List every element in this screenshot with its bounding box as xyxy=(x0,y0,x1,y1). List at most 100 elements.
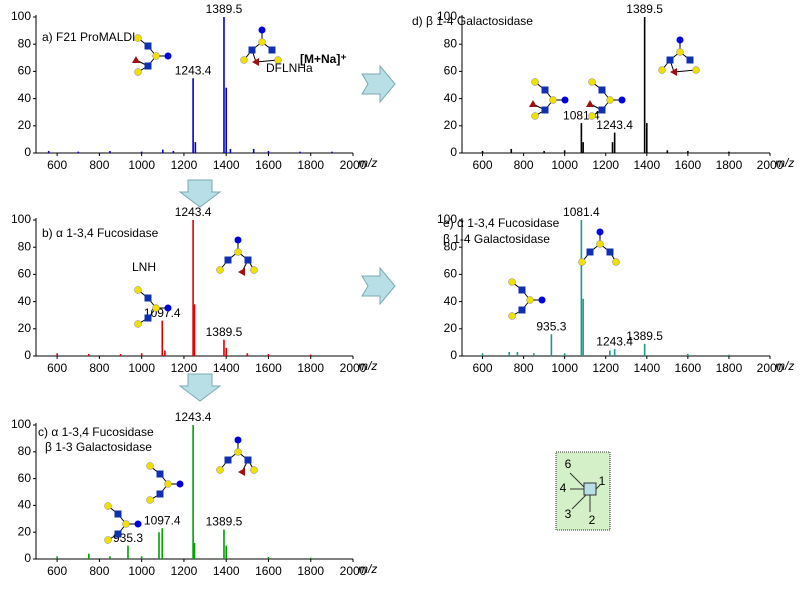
fucose xyxy=(529,100,537,107)
glucose xyxy=(676,36,684,44)
glycan-icon xyxy=(134,286,172,328)
y-tick-label: 100 xyxy=(437,9,457,23)
galactose xyxy=(134,286,142,294)
key-label: 1 xyxy=(599,474,606,488)
x-tick-label: 800 xyxy=(514,361,534,375)
x-axis-label: m/z xyxy=(775,359,794,373)
x-tick-label: 2000 xyxy=(340,158,367,172)
y-tick-label: 0 xyxy=(450,145,457,159)
galactose xyxy=(134,320,142,328)
glcnac xyxy=(606,248,614,256)
galactose xyxy=(588,78,596,86)
glcnac xyxy=(541,106,549,114)
annotation: [M+Na]⁺ xyxy=(300,52,347,66)
x-axis-label: m/z xyxy=(775,156,794,170)
y-tick-label: 20 xyxy=(444,321,458,335)
galactose xyxy=(240,56,248,64)
y-tick-label: 0 xyxy=(24,551,31,565)
x-tick-label: 600 xyxy=(47,158,67,172)
linkage-key xyxy=(555,451,611,531)
glcnac xyxy=(224,256,232,264)
glcnac xyxy=(144,62,152,70)
y-tick-label: 0 xyxy=(24,348,31,362)
x-tick-label: 1600 xyxy=(255,564,282,578)
down-arrow xyxy=(178,373,222,402)
y-tick-label: 100 xyxy=(11,212,31,226)
galactose xyxy=(508,278,516,286)
glycan-icon xyxy=(529,78,569,120)
fucose xyxy=(132,56,140,63)
glcnac xyxy=(114,510,122,518)
glcnac xyxy=(244,256,252,264)
y-tick-label: 60 xyxy=(18,267,32,281)
galactose xyxy=(258,38,266,46)
glcnac xyxy=(156,490,164,498)
glycan-icon xyxy=(216,436,258,476)
glcnac xyxy=(598,86,606,94)
y-tick-label: 80 xyxy=(18,36,32,50)
glcnac xyxy=(686,56,694,64)
x-tick-label: 1600 xyxy=(675,158,702,172)
y-tick-label: 100 xyxy=(11,9,31,23)
glcnac xyxy=(224,456,232,464)
galactose xyxy=(134,68,142,76)
x-tick-label: 600 xyxy=(473,158,493,172)
fucose xyxy=(252,58,259,66)
x-axis-label: m/z xyxy=(358,156,377,170)
y-tick-label: 60 xyxy=(444,267,458,281)
galactose xyxy=(692,66,700,74)
x-tick-label: 600 xyxy=(473,361,493,375)
fucose xyxy=(238,468,245,476)
galactose xyxy=(122,520,130,528)
glcnac xyxy=(586,248,594,256)
galactose xyxy=(216,266,224,274)
y-tick-label: 60 xyxy=(18,64,32,78)
peak-label: 1389.5 xyxy=(206,2,243,16)
y-tick-label: 20 xyxy=(18,321,32,335)
y-tick-label: 60 xyxy=(18,471,32,485)
y-tick-label: 80 xyxy=(444,36,458,50)
x-axis-label: m/z xyxy=(358,359,377,373)
peak-label: 1243.4 xyxy=(596,118,633,132)
glcnac xyxy=(666,56,674,64)
glycan-icon xyxy=(146,462,184,504)
arrows xyxy=(178,64,396,402)
panel-title: β 1-3 Galactosidase xyxy=(45,440,152,454)
glucose xyxy=(258,26,266,34)
x-tick-label: 800 xyxy=(89,158,109,172)
fucose xyxy=(586,100,594,107)
x-tick-label: 800 xyxy=(89,564,109,578)
glcnac xyxy=(518,286,526,294)
x-tick-label: 1200 xyxy=(592,361,619,375)
panel-title: e) α 1-3,4 Fucosidase xyxy=(443,216,560,230)
galactose xyxy=(549,96,557,104)
key-label: 3 xyxy=(565,507,572,521)
galactose xyxy=(526,296,534,304)
x-tick-label: 2000 xyxy=(757,361,784,375)
glcnac xyxy=(156,470,164,478)
y-tick-label: 0 xyxy=(24,145,31,159)
key-square xyxy=(583,482,597,496)
x-tick-label: 1000 xyxy=(128,361,155,375)
x-tick-label: 1800 xyxy=(297,361,324,375)
x-tick-label: 1000 xyxy=(128,564,155,578)
glycan-icon xyxy=(104,502,142,544)
galactose xyxy=(146,462,154,470)
peak-label: 1243.4 xyxy=(596,334,633,348)
glcnac xyxy=(144,42,152,50)
y-tick-label: 20 xyxy=(18,524,32,538)
galactose xyxy=(234,248,242,256)
peak-label: 1243.4 xyxy=(175,205,212,219)
right-arrow xyxy=(361,266,396,306)
x-tick-label: 1000 xyxy=(551,158,578,172)
y-tick-label: 40 xyxy=(18,294,32,308)
peak-label: 1243.4 xyxy=(175,63,212,77)
x-tick-label: 1600 xyxy=(675,361,702,375)
peak-label: 1097.4 xyxy=(144,513,181,527)
key-box xyxy=(555,451,611,531)
glycan-icon xyxy=(240,26,282,66)
x-tick-label: 1800 xyxy=(716,361,743,375)
x-tick-label: 1200 xyxy=(171,158,198,172)
glucose xyxy=(176,480,184,488)
peak-label: 1389.5 xyxy=(206,325,243,339)
